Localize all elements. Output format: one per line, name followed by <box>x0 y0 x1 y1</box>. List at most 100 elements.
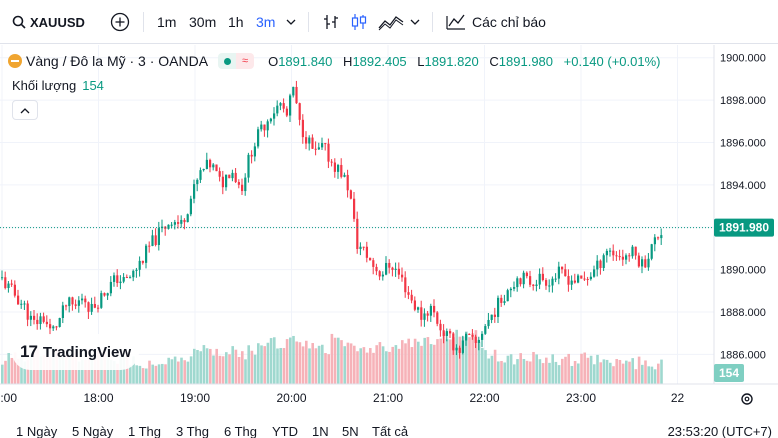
range-3m[interactable]: 3 Thg <box>176 424 210 438</box>
candle-body <box>337 164 340 172</box>
candle-body <box>455 347 458 351</box>
range-5y[interactable]: 5N <box>342 424 359 438</box>
candle-body <box>36 319 39 325</box>
volume-value: 154 <box>82 78 104 93</box>
candle-body <box>596 260 599 270</box>
volume-bar <box>157 364 161 384</box>
candle-body <box>84 298 87 303</box>
candle-body <box>615 255 618 257</box>
volume-bar <box>474 330 478 384</box>
candle-body <box>586 279 589 281</box>
price-tick-label: 1886.000 <box>720 349 766 361</box>
candles-style-button[interactable] <box>350 0 368 44</box>
range-bar: 1 Ngày 5 Ngày 1 Thg 3 Thg 6 Thg YTD 1N 5… <box>0 418 778 438</box>
volume-bar <box>161 363 164 384</box>
volume-bar <box>346 342 350 384</box>
candle-body <box>55 326 58 328</box>
symbol-search[interactable]: XAUUSD <box>12 0 85 44</box>
interval-30m[interactable]: 30m <box>189 14 217 30</box>
candle-body <box>311 137 314 149</box>
interval-1h[interactable]: 1h <box>228 14 244 30</box>
volume-bar <box>282 348 286 384</box>
interval-1m[interactable]: 1m <box>157 14 177 30</box>
volume-bar <box>442 332 446 384</box>
volume-bar <box>490 355 494 384</box>
volume-bar <box>253 354 257 384</box>
candle-body <box>109 281 112 294</box>
volume-bar <box>561 358 564 384</box>
volume-bar <box>506 355 510 384</box>
range-1d[interactable]: 1 Ngày <box>16 424 58 438</box>
candle-body <box>250 154 253 157</box>
range-1y[interactable]: 1N <box>312 424 329 438</box>
indicators-button[interactable]: Các chỉ báo <box>446 0 546 44</box>
candle-body <box>61 305 64 319</box>
volume-bar <box>577 363 580 384</box>
candle-body <box>42 316 45 322</box>
volume-bar <box>180 357 183 384</box>
volume-bar <box>215 348 218 384</box>
volume-bar <box>641 364 644 384</box>
candle-body <box>567 276 570 285</box>
bars-style-button[interactable] <box>322 0 340 44</box>
volume-bar <box>39 356 42 384</box>
volume-bar <box>145 368 148 384</box>
interval-3m-active[interactable]: 3m <box>256 14 276 30</box>
range-5d[interactable]: 5 Ngày <box>72 424 114 438</box>
candle-body <box>45 321 48 325</box>
candle-body <box>257 129 260 147</box>
candle-body <box>177 222 180 224</box>
collapse-legend-button[interactable] <box>12 100 38 120</box>
tradingview-logo[interactable]: 17 TradingView <box>12 334 140 370</box>
settings-gear-icon[interactable] <box>741 393 753 405</box>
candle-body <box>353 198 356 219</box>
volume-bar <box>266 342 270 384</box>
volume-bar <box>84 359 87 384</box>
volume-bar <box>522 359 526 384</box>
range-all[interactable]: Tất cả <box>372 424 409 438</box>
timezone-clock[interactable]: 23:53:20 (UTC+7) <box>667 424 772 438</box>
volume-bar <box>298 342 302 384</box>
candle-body <box>282 103 285 109</box>
range-6m[interactable]: 6 Thg <box>224 424 258 438</box>
volume-bar <box>573 360 577 384</box>
range-ytd[interactable]: YTD <box>272 424 298 438</box>
volume-bar <box>407 338 410 384</box>
volume-bar <box>225 352 228 384</box>
style-dropdown[interactable] <box>410 0 420 44</box>
volume-bar <box>231 346 234 384</box>
low-value: 1891.820 <box>424 53 479 69</box>
volume-bar <box>637 356 641 384</box>
candle-body <box>420 307 423 320</box>
candles <box>1 80 663 359</box>
volume-bar <box>308 348 311 384</box>
volume-bar <box>378 342 382 384</box>
volume-bar <box>209 348 212 384</box>
candle-body <box>327 143 330 162</box>
candle-body <box>477 339 480 343</box>
candle-body <box>276 105 279 114</box>
time-tick-label: 17:00 <box>0 391 17 405</box>
candle-body <box>330 161 333 163</box>
volume-bar <box>205 348 209 384</box>
market-status-pill[interactable]: ≈ <box>218 53 255 69</box>
area-style-button[interactable] <box>378 0 404 44</box>
candle-body <box>442 330 445 336</box>
volume-bar <box>132 356 135 384</box>
candle-body <box>359 246 362 250</box>
candle-body <box>77 300 80 306</box>
candle-body <box>577 275 580 283</box>
candle-body <box>503 301 506 303</box>
range-1m[interactable]: 1 Thg <box>128 424 162 438</box>
interval-dropdown[interactable] <box>286 0 296 44</box>
candle-body <box>305 137 308 144</box>
compare-button[interactable] <box>110 0 130 44</box>
candle-body <box>522 272 525 285</box>
volume-bar <box>247 345 250 384</box>
volume-bar <box>193 348 196 384</box>
candle-body <box>381 274 384 277</box>
volume-bar <box>109 359 113 384</box>
candle-body <box>148 245 151 247</box>
volume-bar <box>77 361 81 384</box>
